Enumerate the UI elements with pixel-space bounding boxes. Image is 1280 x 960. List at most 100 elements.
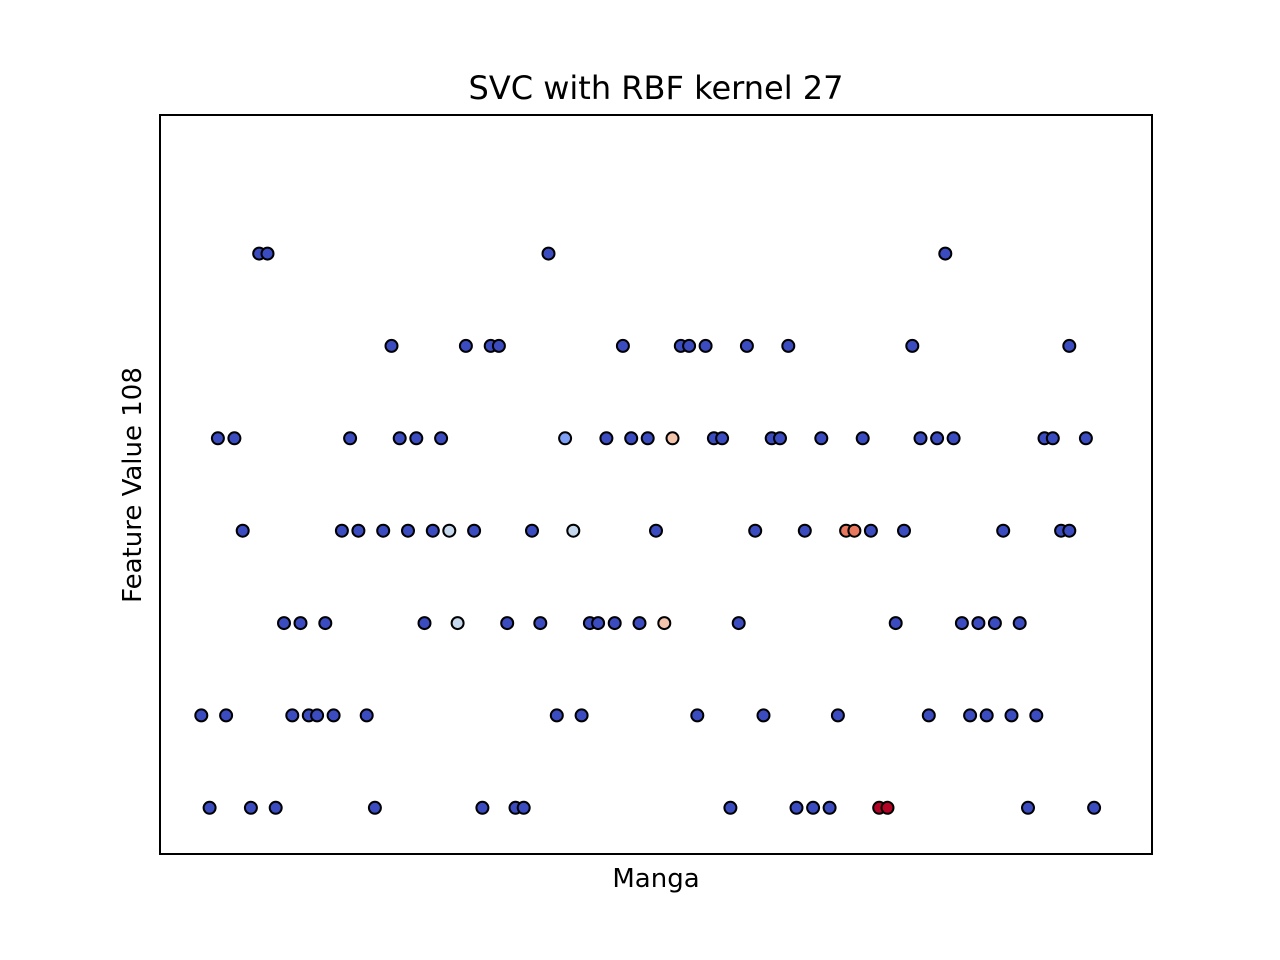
scatter-point — [607, 616, 622, 631]
scatter-point — [202, 800, 217, 815]
scatter-point — [268, 800, 283, 815]
scatter-point — [1062, 523, 1077, 538]
scatter-point — [326, 708, 341, 723]
scatter-point — [649, 523, 663, 538]
scatter-point — [351, 523, 366, 538]
scatter-point — [632, 616, 647, 631]
scatter-point — [1029, 708, 1044, 723]
scatter-point — [219, 708, 234, 723]
scatter-point — [863, 523, 878, 538]
scatter-point — [210, 431, 225, 446]
y-axis-label: Feature Value 108 — [118, 367, 148, 603]
scatter-point — [1045, 431, 1060, 446]
scatter-point — [946, 431, 961, 446]
scatter-point — [880, 800, 895, 815]
scatter-point — [458, 338, 473, 353]
scatter-point — [541, 246, 556, 261]
scatter-point — [293, 616, 308, 631]
scatter-point — [897, 523, 911, 538]
scatter-point — [847, 523, 862, 538]
scatter-point — [235, 523, 250, 538]
scatter-point — [558, 431, 573, 446]
scatter-point — [748, 523, 763, 538]
scatter-point — [996, 523, 1011, 538]
scatter-point — [971, 616, 986, 631]
scatter-point — [525, 523, 539, 538]
scatter-point — [343, 431, 358, 446]
scatter-point — [979, 708, 994, 723]
scatter-point — [665, 431, 680, 446]
scatter-point — [1004, 708, 1019, 723]
scatter-point — [533, 616, 548, 631]
scatter-point — [491, 338, 506, 353]
scatter-point — [698, 338, 713, 353]
scatter-point — [954, 616, 969, 631]
scatter-point — [615, 338, 630, 353]
scatter-point — [814, 431, 829, 446]
scatter-point — [797, 523, 812, 538]
scatter-point — [417, 616, 432, 631]
scatter-point — [442, 523, 457, 538]
scatter-point — [591, 616, 606, 631]
scatter-point — [723, 800, 738, 815]
scatter-point — [640, 431, 655, 446]
scatter-point — [409, 431, 424, 446]
scatter-point — [739, 338, 754, 353]
scatter-point — [243, 800, 258, 815]
scatter-point — [367, 800, 382, 815]
scatter-point — [1062, 338, 1077, 353]
chart-title: SVC with RBF kernel 27 — [469, 69, 844, 107]
scatter-point — [425, 523, 440, 538]
scatter-point — [1078, 431, 1093, 446]
scatter-point — [194, 708, 209, 723]
scatter-point — [905, 338, 920, 353]
scatter-point — [376, 523, 391, 538]
scatter-point — [434, 431, 449, 446]
points-layer — [194, 246, 1102, 815]
scatter-point — [401, 523, 415, 538]
scatter-point — [500, 616, 515, 631]
scatter-point — [1021, 800, 1035, 815]
scatter-point — [888, 616, 903, 631]
scatter-point — [384, 338, 399, 353]
scatter-point — [285, 708, 300, 723]
scatter-point — [334, 523, 349, 538]
scatter-point — [392, 431, 407, 446]
scatter-point — [475, 800, 490, 815]
scatter-point — [549, 708, 564, 723]
x-axis-label: Manga — [612, 864, 699, 894]
scatter-point — [731, 616, 746, 631]
scatter-point — [359, 708, 374, 723]
scatter-point — [715, 431, 730, 446]
scatter-point — [1012, 616, 1027, 631]
scatter-point — [855, 431, 870, 446]
scatter-point — [987, 616, 1002, 631]
plot-frame — [159, 114, 1153, 855]
scatter-point — [963, 708, 978, 723]
scatter-point — [624, 431, 639, 446]
scatter-point — [260, 246, 275, 261]
scatter-point — [921, 708, 936, 723]
scatter-point — [682, 338, 697, 353]
scatter-point — [1087, 800, 1102, 815]
scatter-point — [690, 708, 705, 723]
scatter-point — [789, 800, 804, 815]
scatter-point — [830, 708, 845, 723]
scatter-point — [781, 338, 796, 353]
scatter-point — [574, 708, 589, 723]
scatter-point — [938, 246, 953, 261]
scatter-point — [227, 431, 242, 446]
scatter-point — [930, 431, 945, 446]
scatter-point — [310, 708, 325, 723]
scatter-point — [657, 616, 672, 631]
scatter-point — [516, 800, 531, 815]
scatter-point — [450, 616, 465, 631]
scatter-point — [467, 523, 482, 538]
scatter-point — [318, 616, 333, 631]
scatter-point — [913, 431, 928, 446]
scatter-point — [822, 800, 837, 815]
scatter-point — [756, 708, 771, 723]
scatter-point — [277, 616, 291, 631]
